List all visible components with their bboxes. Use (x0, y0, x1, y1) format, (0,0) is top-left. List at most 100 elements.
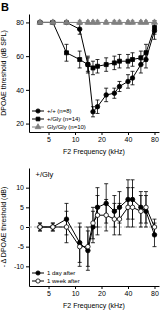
error-bar (131, 188, 135, 227)
point (151, 19, 157, 24)
y-tick-mark (26, 188, 29, 189)
x-tick-mark (128, 286, 129, 289)
y-tick: 20 (16, 120, 29, 127)
y-tick-mark (26, 207, 29, 208)
point (86, 244, 91, 249)
y-tick-mark (26, 56, 29, 57)
point (104, 63, 108, 67)
error-bar (126, 75, 130, 88)
legend-entry: Gly/Gly (n=10) (32, 124, 86, 130)
error-bar (95, 100, 99, 113)
error-bar (91, 207, 95, 238)
error-bar (131, 71, 135, 84)
series (38, 180, 157, 270)
point (51, 225, 56, 230)
point (112, 217, 117, 222)
y-tick: 0 (20, 224, 29, 231)
point (144, 205, 149, 210)
point (117, 59, 121, 63)
y-tick-mark (26, 90, 29, 91)
error-bar (64, 44, 68, 61)
error-bar (112, 88, 116, 98)
error-bar (78, 24, 82, 34)
y-tick-label: -5 (18, 243, 24, 250)
point (152, 225, 157, 230)
x-tick: 80 (151, 132, 159, 143)
y-tick-mark (26, 124, 29, 125)
point (37, 19, 43, 24)
legend-label: Gly/Gly (n=10) (47, 124, 86, 130)
point (38, 225, 43, 230)
y-axis-title: DPOAE threshold (dB SPL) (0, 30, 8, 116)
x-tick: 80 (151, 286, 159, 297)
point (86, 63, 90, 67)
x-tick-mark (102, 286, 103, 289)
error-bar (38, 223, 42, 231)
point (131, 58, 135, 62)
x-tick-label: 80 (151, 136, 159, 143)
x-tick: 20 (98, 132, 106, 143)
x-tick-label: 20 (98, 136, 106, 143)
error-bar (104, 88, 108, 101)
error-bar (86, 227, 90, 266)
x-axis: 510204080 (30, 286, 160, 297)
error-bar (78, 227, 82, 266)
point (63, 19, 69, 24)
point (144, 51, 148, 55)
error-bar (144, 44, 148, 61)
point (104, 213, 109, 218)
point (50, 19, 56, 24)
x-tick: 5 (47, 132, 51, 143)
x-tick-mark (128, 132, 129, 135)
x-tick-mark (75, 286, 76, 289)
error-bar (131, 53, 135, 66)
point (116, 19, 122, 24)
x-tick-label: 10 (72, 136, 80, 143)
y-tick: 10 (16, 184, 29, 191)
legend-entry: 1 day after (32, 270, 75, 276)
x-tick-label: 20 (98, 290, 106, 297)
point (112, 91, 117, 96)
y-tick-label: 10 (16, 184, 24, 191)
x-tick-mark (75, 132, 76, 135)
x-tick: 40 (125, 132, 133, 143)
series (38, 20, 157, 117)
error-bar (112, 56, 116, 69)
point (38, 225, 43, 230)
error-bar (95, 196, 99, 235)
error-bar (51, 223, 55, 231)
y-tick-label: 80 (16, 19, 24, 26)
y-axis-line (29, 169, 30, 287)
x-tick-mark (102, 132, 103, 135)
point (64, 225, 69, 230)
point (77, 27, 82, 32)
x-tick-mark (49, 132, 50, 135)
point (91, 221, 96, 226)
plot-area (37, 19, 158, 117)
series (38, 20, 157, 74)
point (126, 79, 131, 84)
y-tick-label: 60 (16, 53, 24, 60)
x-tick: 20 (98, 286, 106, 297)
legend-swatch-marker (35, 124, 41, 129)
y-tick-mark (26, 266, 29, 267)
y-tick-label: 0 (20, 224, 24, 231)
y-tick: -10 (14, 263, 29, 270)
error-bar (86, 58, 90, 71)
legend-swatch-marker (36, 117, 40, 121)
y-axis: 20406080 (16, 15, 29, 133)
error-bar (38, 223, 42, 231)
legend-swatch-marker (36, 109, 40, 113)
error-bar (51, 223, 55, 231)
error-bar (91, 107, 95, 117)
y-axis-title: - Δ DPOAE threshold (dB) (0, 187, 8, 268)
legend-swatch-marker (36, 279, 40, 283)
point (103, 19, 109, 24)
error-bar (91, 61, 95, 74)
panel: 510204080-10-50510F2 Frequency (kHz)- Δ … (0, 169, 159, 311)
chart-title: B (1, 1, 9, 13)
point (78, 58, 82, 62)
point (77, 244, 82, 249)
point (130, 205, 135, 210)
x-tick-label: 5 (47, 136, 51, 143)
